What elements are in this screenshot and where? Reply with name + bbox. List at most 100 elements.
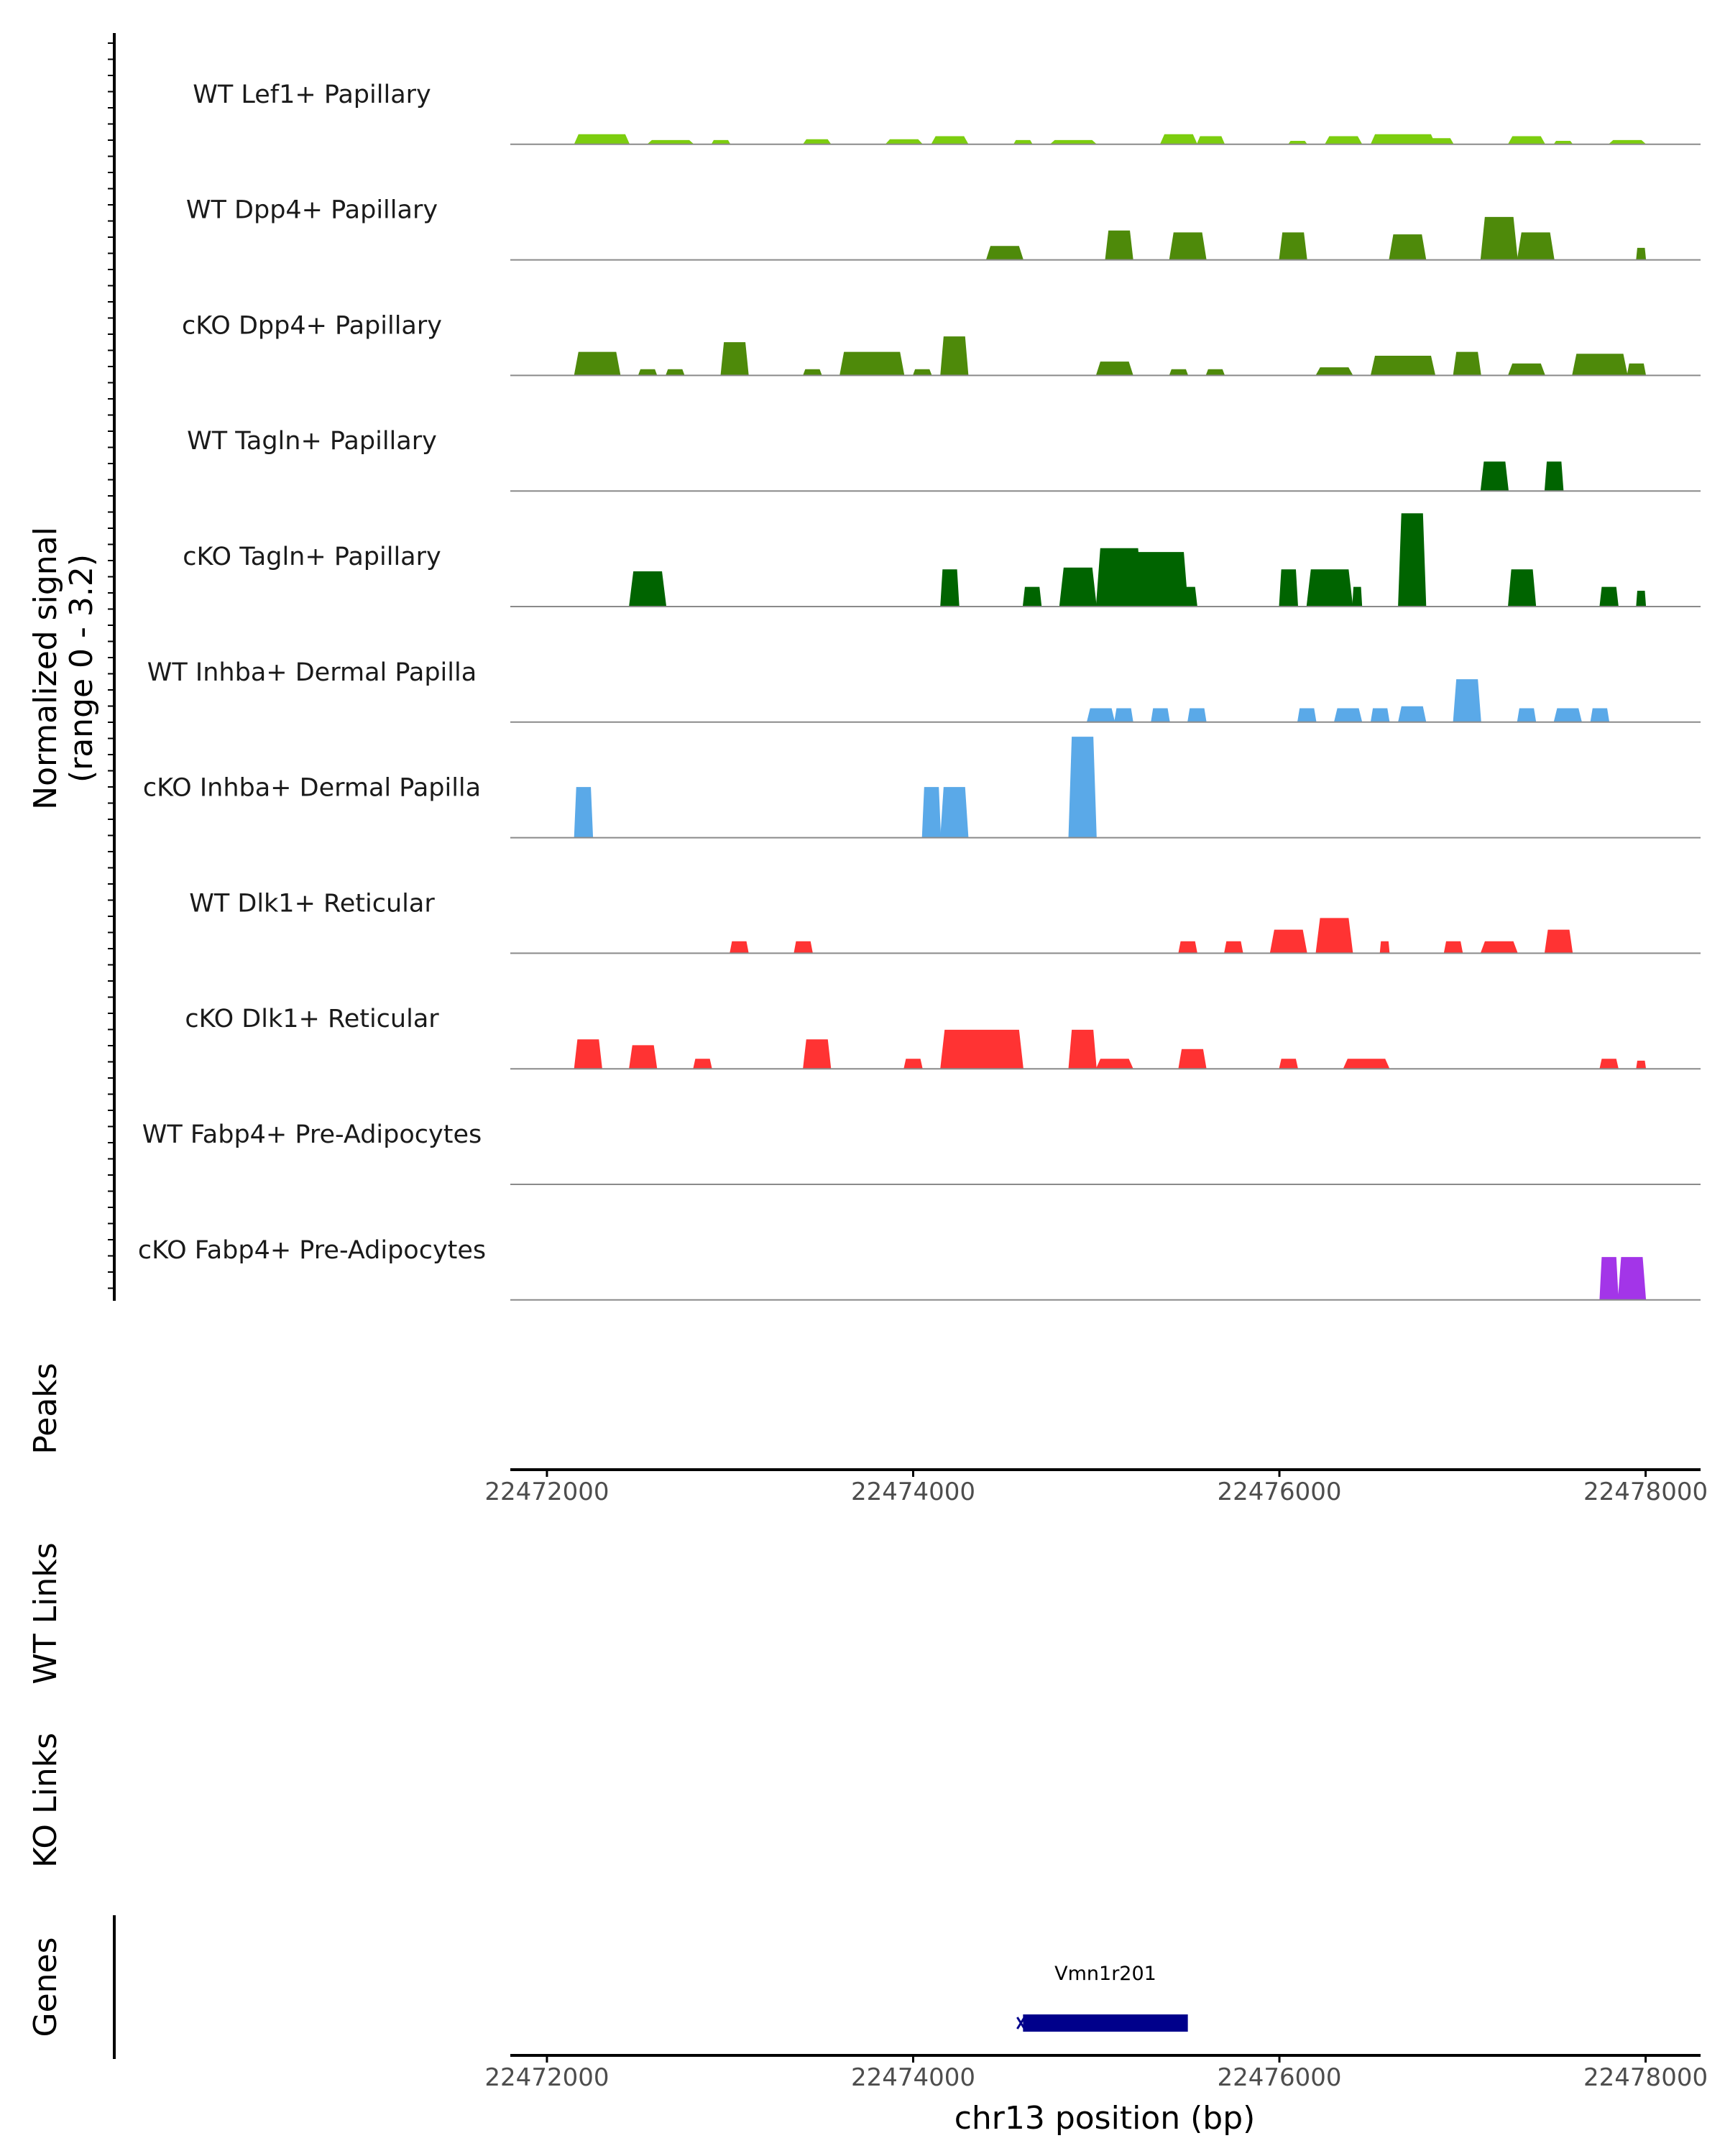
peaks-x-axis: 22472000 22474000 22476000 22478000 — [484, 1468, 1708, 1506]
coverage-peak — [1544, 461, 1564, 492]
track-label: WT Lef1+ Papillary — [193, 80, 431, 109]
coverage-peak — [1617, 1257, 1647, 1301]
coverage-peak — [1324, 136, 1363, 145]
coverage-peak — [629, 1045, 658, 1069]
track-0: WT Lef1+ Papillary — [193, 80, 1701, 145]
gene-body — [1023, 2014, 1188, 2032]
coverage-peak — [629, 571, 667, 607]
track-label: WT Tagln+ Papillary — [187, 427, 437, 456]
coverage-peak — [1279, 569, 1299, 607]
peaks-x-tick-label: 22474000 — [851, 1478, 975, 1506]
track-9: WT Fabp4+ Pre-Adipocytes — [142, 1120, 1701, 1185]
coverage-peak — [1389, 234, 1427, 261]
coverage-peak — [1636, 1060, 1647, 1069]
coverage-peak — [1205, 369, 1225, 376]
genomic-x-axis: 22472000 22474000 22476000 22478000 — [484, 2054, 1708, 2092]
coverage-peak — [1068, 737, 1097, 839]
coverage-peak — [1151, 708, 1170, 723]
coverage-peak — [1343, 1059, 1390, 1069]
coverage-peak — [940, 787, 969, 839]
genes-x-tick-label: 22474000 — [851, 2063, 975, 2092]
coverage-peak — [1297, 708, 1317, 723]
coverage-peak — [1178, 586, 1197, 607]
track-3: WT Tagln+ Papillary — [187, 427, 1701, 492]
coverage-peak — [665, 369, 685, 376]
track-6: cKO Inhba+ Dermal Papilla — [143, 737, 1701, 839]
genes-x-tick-label: 22476000 — [1217, 2063, 1341, 2092]
coverage-peak — [574, 1039, 602, 1069]
coverage-peak — [1333, 708, 1363, 723]
track-label: cKO Dpp4+ Papillary — [182, 311, 442, 340]
coverage-peak — [940, 1029, 1024, 1069]
coverage-peak — [1517, 708, 1537, 723]
coverage-peak — [802, 369, 822, 376]
coverage-peak — [1169, 369, 1189, 376]
signal-axis-range: (range 0 - 3.2) — [63, 554, 100, 783]
track-label: cKO Fabp4+ Pre-Adipocytes — [138, 1236, 486, 1265]
track-label: cKO Dlk1+ Reticular — [185, 1005, 439, 1033]
coverage-peak — [1068, 1029, 1097, 1069]
coverage-peak — [1352, 586, 1363, 607]
coverage-peak — [985, 246, 1024, 261]
coverage-peak — [1379, 941, 1390, 954]
track-label: WT Inhba+ Dermal Papilla — [147, 658, 477, 687]
track-label: WT Dlk1+ Reticular — [189, 889, 435, 918]
coverage-peak — [1095, 1059, 1133, 1069]
coverage-peak — [1443, 941, 1463, 954]
coverage-peak — [1517, 232, 1555, 261]
coverage-peak — [1544, 929, 1573, 954]
coverage-peak — [1187, 708, 1207, 723]
coverage-peak — [1159, 134, 1198, 145]
peaks-x-tick-label: 22478000 — [1583, 1478, 1708, 1506]
track-8: cKO Dlk1+ Reticular — [185, 1005, 1701, 1070]
gene-annotations: Vmn1r201 — [1016, 1963, 1188, 2032]
coverage-peak — [1507, 363, 1546, 376]
coverage-peak — [1507, 136, 1546, 145]
coverage-peak — [940, 569, 960, 607]
coverage-peak — [1370, 134, 1436, 145]
peaks-x-tick-label: 22472000 — [484, 1478, 609, 1506]
coverage-peak — [720, 342, 749, 376]
coverage-peak — [794, 941, 814, 954]
signal-axis-title: Normalized signal — [27, 527, 64, 810]
coverage-peak — [1480, 461, 1509, 492]
peaks-x-tick-label: 22476000 — [1217, 1478, 1341, 1506]
genes-x-tick-label: 22478000 — [1583, 2063, 1708, 2092]
coverage-peak — [1599, 1257, 1619, 1301]
coverage-peak — [1370, 356, 1436, 376]
track-label: cKO Inhba+ Dermal Papilla — [143, 774, 481, 803]
track-10: cKO Fabp4+ Pre-Adipocytes — [138, 1236, 1701, 1301]
coverage-peak — [1370, 708, 1390, 723]
track-label: cKO Tagln+ Papillary — [183, 543, 441, 571]
track-5: WT Inhba+ Dermal Papilla — [147, 658, 1701, 723]
coverage-peak — [1553, 708, 1583, 723]
coverage-peak — [903, 1059, 923, 1069]
coverage-peak — [1279, 1059, 1299, 1069]
coverage-peak — [1480, 216, 1518, 261]
coverage-peak — [1398, 513, 1427, 607]
coverage-peak — [1636, 591, 1647, 607]
coverage-peak — [1095, 361, 1133, 376]
coverage-peak — [1590, 708, 1610, 723]
genes-x-tick-label: 22472000 — [484, 2063, 609, 2092]
coverage-peak — [1059, 567, 1097, 607]
wt-links-label: WT Links — [27, 1542, 64, 1684]
coverage-peak — [693, 1059, 712, 1069]
coverage-peak — [839, 351, 905, 376]
peaks-track-label: Peaks — [27, 1363, 64, 1454]
coverage-peak — [1196, 136, 1225, 145]
coverage-peak — [940, 336, 969, 376]
coverage-peak — [1599, 1059, 1619, 1069]
coverage-tracks: WT Lef1+ Papillary WT Dpp4+ Papillary cKO … — [138, 80, 1701, 1301]
coverage-peak — [921, 787, 942, 839]
coverage-peak — [931, 136, 969, 145]
track-label: WT Fabp4+ Pre-Adipocytes — [142, 1120, 482, 1149]
coverage-peak — [1223, 941, 1243, 954]
track-4: cKO Tagln+ Papillary — [183, 513, 1701, 607]
coverage-peak — [1178, 941, 1198, 954]
coverage-peak — [1086, 708, 1116, 723]
coverage-peak — [1572, 354, 1628, 376]
coverage-peak — [912, 369, 932, 376]
coverage-peak — [638, 369, 658, 376]
